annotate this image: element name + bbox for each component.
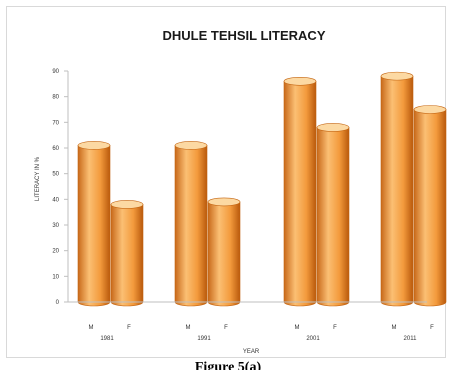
y-tick-label: 30 (52, 223, 59, 229)
bar-top (110, 200, 144, 209)
x-tick-label-F: F (127, 325, 131, 331)
y-tick-label: 0 (56, 300, 60, 306)
bar-2001-F (316, 123, 350, 307)
x-axis-label: YEAR (243, 349, 260, 355)
bar-top (413, 105, 447, 114)
y-tick-label: 90 (52, 69, 59, 75)
x-tick-label-M: M (295, 325, 300, 331)
x-tick-label-F: F (333, 325, 337, 331)
figure-caption: Figure 5(a) (194, 360, 262, 370)
bar-top (380, 71, 414, 81)
x-tick-label-F: F (224, 325, 228, 331)
bar-2011-M (380, 71, 414, 307)
chart-svg: DHULE TEHSIL LITERACY LITERACY IN % YEAR… (35, 28, 447, 355)
y-tick-label: 40 (52, 197, 59, 203)
x-group-label-year: 2011 (404, 336, 418, 342)
y-tick-label: 80 (52, 95, 59, 101)
bar-body (283, 80, 317, 307)
y-tick-label: 60 (52, 146, 59, 152)
y-axis-label: LITERACY IN % (35, 156, 41, 201)
x-tick-label-M: M (186, 325, 191, 331)
y-tick-label: 50 (52, 172, 59, 178)
bar-body (77, 145, 111, 307)
bar-1981-F (110, 200, 144, 307)
bar-body (174, 145, 208, 307)
bar-body (380, 75, 414, 307)
bar-1991-M (174, 141, 208, 307)
x-group-label-year: 1981 (100, 336, 114, 342)
bar-top (207, 197, 241, 207)
bar-body (413, 109, 447, 307)
x-group-label-year: 2001 (306, 336, 320, 342)
bar-1981-M (77, 141, 111, 307)
x-group-label-year: 1991 (197, 336, 211, 342)
bar-1991-F (207, 197, 241, 307)
bar-2001-M (283, 76, 317, 307)
y-tick-label: 20 (52, 249, 59, 255)
bar-top (283, 76, 317, 86)
bar-top (77, 141, 111, 150)
bar-body (207, 201, 241, 307)
chart-frame: DHULE TEHSIL LITERACY LITERACY IN % YEAR… (6, 6, 447, 358)
bar-body (110, 204, 144, 307)
bar-series (77, 71, 447, 307)
x-axis-labels: M F 1981 M F 1991 M F 2001 M F 2011 (89, 325, 435, 342)
y-tick-label: 70 (52, 120, 59, 126)
bar-2011-F (413, 105, 447, 307)
x-tick-label-M: M (392, 325, 397, 331)
bar-body (316, 127, 350, 307)
x-tick-label-M: M (89, 325, 94, 331)
bar-top (174, 141, 208, 150)
y-tick-label: 10 (52, 274, 59, 280)
x-tick-label-F: F (430, 325, 434, 331)
chart-title: DHULE TEHSIL LITERACY (163, 28, 326, 43)
bar-top (316, 123, 350, 132)
y-axis-ticks: 0 10 20 30 40 50 60 70 80 90 (52, 69, 68, 306)
